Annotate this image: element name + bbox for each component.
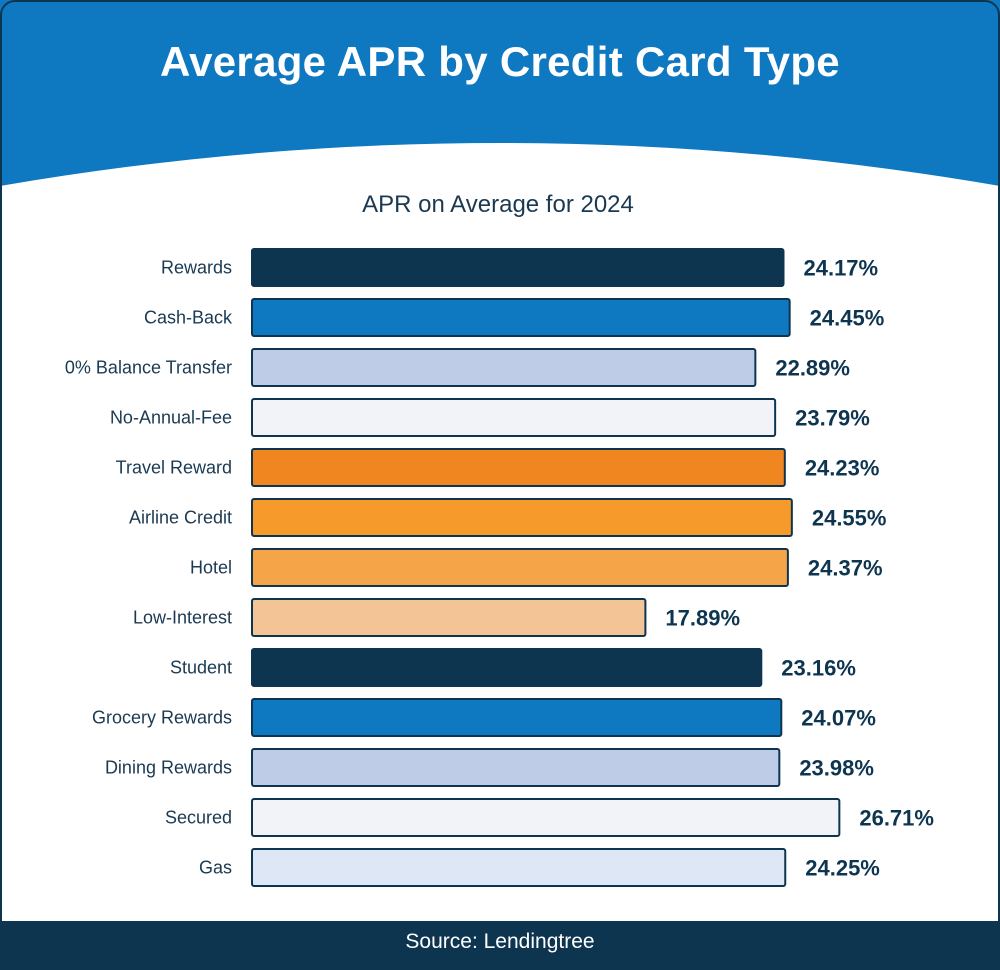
category-label: Cash-Back: [144, 308, 233, 328]
category-label: Secured: [165, 808, 232, 828]
category-label: Hotel: [190, 558, 232, 578]
source-note: Source: Lendingtree: [405, 930, 595, 953]
category-label: No-Annual-Fee: [110, 408, 232, 428]
bar: [251, 648, 763, 687]
bar: [251, 298, 791, 337]
category-label: Gas: [199, 858, 232, 878]
value-label: 23.79%: [795, 406, 870, 431]
value-label: 17.89%: [665, 606, 740, 631]
bar: [251, 498, 793, 537]
value-label: 24.25%: [805, 856, 880, 881]
value-label: 24.37%: [808, 556, 883, 581]
header-banner: [0, 0, 1000, 186]
value-label: 24.07%: [801, 706, 876, 731]
bar: [251, 748, 781, 787]
category-label: Student: [170, 658, 232, 678]
category-label: Airline Credit: [129, 508, 232, 528]
value-label: 23.16%: [781, 656, 856, 681]
category-label: 0% Balance Transfer: [65, 358, 232, 378]
bar: [251, 798, 841, 837]
bars-group: Rewards 24.17% Cash-Back 24.45% 0% Balance T…: [65, 248, 934, 887]
bar: [251, 348, 757, 387]
category-label: Dining Rewards: [105, 758, 232, 778]
page-title: Average APR by Credit Card Type: [160, 38, 840, 85]
value-label: 23.98%: [799, 756, 874, 781]
value-label: 24.17%: [803, 256, 878, 281]
value-label: 24.23%: [805, 456, 880, 481]
bar: [251, 548, 789, 587]
bar: [251, 848, 787, 887]
value-label: 26.71%: [859, 806, 934, 831]
chart-subtitle: APR on Average for 2024: [362, 191, 634, 218]
bar: [251, 248, 785, 287]
footer-bar: [0, 921, 1000, 970]
bar-chart: APR on Average for 2024 Rewards 24.17% Cas…: [65, 191, 934, 887]
bar: [251, 598, 647, 637]
value-label: 24.55%: [812, 506, 887, 531]
category-label: Grocery Rewards: [92, 708, 232, 728]
category-label: Rewards: [161, 258, 232, 278]
category-label: Low-Interest: [133, 608, 232, 628]
bar: [251, 698, 783, 737]
bar: [251, 398, 777, 437]
value-label: 22.89%: [775, 356, 850, 381]
category-label: Travel Reward: [116, 458, 232, 478]
bar: [251, 448, 786, 487]
value-label: 24.45%: [810, 306, 885, 331]
